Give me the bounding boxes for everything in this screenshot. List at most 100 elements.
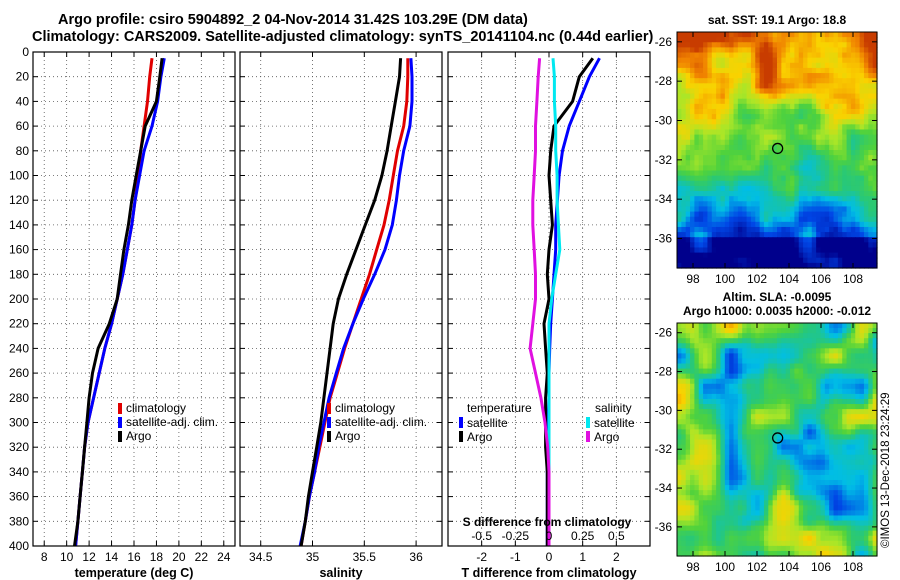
map-cell: [781, 495, 787, 501]
map-cell: [729, 180, 735, 187]
map-cell: [833, 129, 839, 136]
map-cell: [698, 262, 704, 269]
map-cell: [820, 373, 826, 380]
map-cell: [703, 257, 709, 264]
map-cell: [755, 378, 761, 385]
map-cell: [720, 540, 726, 547]
map-cell: [707, 257, 713, 264]
map-cell: [703, 160, 709, 166]
map-cell: [807, 454, 813, 461]
map-cell: [746, 338, 752, 344]
map-cell: [694, 338, 700, 344]
map-cell: [746, 78, 752, 84]
map-cell: [777, 93, 782, 100]
map-cell: [694, 191, 700, 197]
map-cell: [716, 144, 722, 151]
map-cell: [750, 333, 756, 339]
map-cell: [846, 124, 852, 131]
map-cell: [868, 114, 874, 120]
map-cell: [737, 348, 743, 354]
map-cell: [720, 474, 726, 481]
map-cell: [816, 221, 822, 228]
map-cell: [790, 439, 795, 446]
map-cell: [781, 62, 787, 69]
map-cell: [790, 252, 795, 259]
map-cell: [729, 165, 735, 172]
salinity-legend-swatch: [327, 431, 331, 442]
map-cell: [685, 449, 691, 456]
map-cell: [824, 535, 830, 542]
map-cell: [842, 155, 848, 161]
map-cell: [850, 144, 856, 151]
map-cell: [703, 393, 709, 400]
map-cell: [868, 216, 874, 223]
map-cell: [837, 160, 843, 166]
map-cell: [768, 464, 774, 471]
x-tick-label: 35.5: [353, 550, 377, 564]
map-cell: [746, 348, 752, 354]
map-cell: [816, 139, 822, 146]
map-cell: [833, 520, 839, 527]
map-cell: [716, 444, 722, 451]
map-cell: [868, 363, 874, 370]
map-cell: [737, 404, 743, 410]
map-cell: [807, 232, 813, 238]
map-cell: [759, 206, 765, 213]
map-cell: [733, 485, 739, 491]
map-cell: [824, 348, 830, 354]
map-cell: [707, 73, 713, 79]
map-cell: [846, 185, 852, 192]
map-cell: [711, 429, 717, 436]
map-cell: [729, 434, 735, 441]
map-cell: [759, 144, 765, 151]
map-cell: [811, 323, 817, 329]
map-cell: [811, 398, 817, 405]
map-cell: [842, 160, 848, 166]
map-cell: [829, 383, 835, 390]
map-cell: [724, 175, 730, 182]
map-cell: [694, 540, 700, 547]
map-cell: [750, 398, 756, 405]
map-cell: [729, 103, 735, 110]
map-cell: [833, 434, 839, 441]
map-cell: [811, 510, 817, 517]
map-cell: [685, 216, 691, 223]
map-cell: [868, 500, 874, 506]
map-cell: [707, 510, 713, 517]
map-cell: [790, 119, 795, 125]
map-cell: [859, 540, 865, 547]
map-cell: [720, 139, 726, 146]
map-cell: [742, 485, 748, 491]
map-cell: [794, 175, 800, 182]
map-cell: [698, 434, 704, 441]
map-cell: [750, 540, 756, 547]
map-cell: [855, 62, 861, 69]
map-cell: [816, 114, 822, 120]
map-cell: [777, 83, 782, 90]
map-cell: [677, 530, 682, 537]
map-cell: [746, 414, 752, 420]
map-cell: [816, 191, 822, 197]
map-cell: [859, 535, 865, 542]
map-cell: [798, 540, 804, 547]
map-cell: [685, 368, 691, 375]
map-cell: [759, 464, 765, 471]
map-cell: [868, 388, 874, 395]
map-cell: [681, 353, 687, 360]
map-cell: [720, 134, 726, 141]
map-cell: [711, 98, 717, 105]
map-cell: [816, 144, 822, 151]
map-cell: [850, 37, 856, 43]
map-cell: [803, 429, 809, 436]
map-cell: [681, 500, 687, 506]
map-cell: [737, 232, 743, 238]
map-cell: [746, 368, 752, 375]
map-cell: [872, 32, 878, 38]
map-cell: [863, 237, 869, 243]
map-cell: [716, 262, 722, 269]
map-cell: [807, 206, 813, 213]
map-cell: [824, 108, 830, 115]
map-cell: [711, 262, 717, 269]
map-cell: [798, 525, 804, 532]
map-cell: [829, 459, 835, 466]
